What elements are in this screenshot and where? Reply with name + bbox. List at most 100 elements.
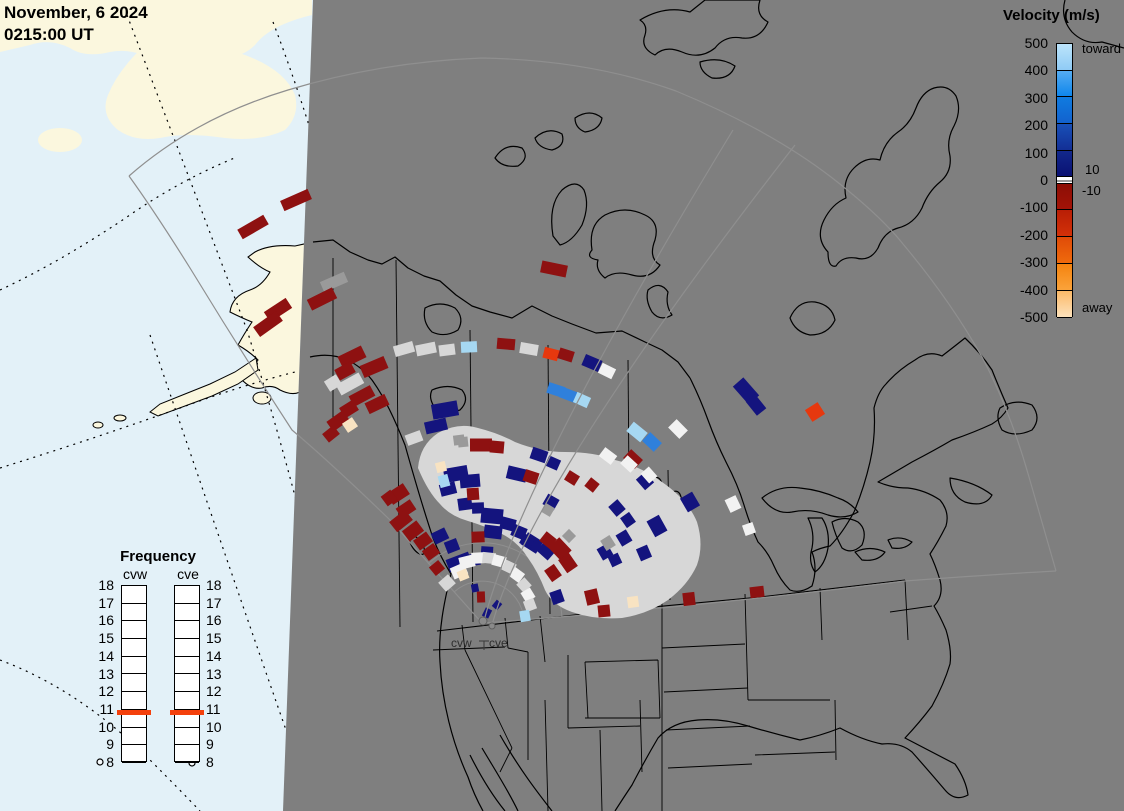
velocity-tick-label: -100 [1019, 199, 1048, 216]
radar-echo-cell [401, 520, 425, 542]
radar-echo-cell [237, 214, 269, 240]
radar-echo-cell [476, 591, 486, 603]
radar-echo-cell [423, 417, 449, 435]
frequency-segment [122, 728, 146, 746]
radar-echo-cell [626, 421, 648, 443]
fov-left-edge [128, 175, 483, 624]
date-label: November, 6 2024 [4, 3, 148, 22]
frequency-marker-cve [170, 710, 204, 716]
radar-echo-cell [564, 470, 580, 486]
frequency-segment [175, 586, 199, 604]
velocity-colorbar [1056, 43, 1073, 318]
radar-echo-cell [682, 591, 696, 607]
radar-cells-layer [237, 188, 826, 623]
radar-fov-boundary [128, 57, 1057, 624]
radar-echo-cell [508, 567, 526, 583]
radar-echo-cell [483, 524, 503, 540]
frequency-bar-cve [174, 585, 200, 763]
velocity-segment-toward [1057, 44, 1072, 71]
radar-echo-cell [572, 391, 592, 409]
frequency-tick-left: 15 [98, 630, 114, 647]
radar-echo-cell [529, 446, 549, 464]
radar-echo-cell [626, 595, 640, 609]
radar-echo-cell [481, 607, 493, 619]
frequency-tick-right: 14 [206, 647, 222, 664]
radar-echo-cell [522, 597, 538, 613]
velocity-legend-title: Velocity (m/s) [1003, 7, 1100, 24]
radar-echo-cell [413, 531, 433, 551]
frequency-tick-left: 9 [106, 736, 114, 753]
radar-echo-cell [460, 341, 478, 353]
fov-interior-lines [483, 129, 796, 626]
radar-echo-cell [583, 588, 601, 606]
radar-echo-cell [334, 361, 356, 381]
radar-echo-cell [646, 514, 668, 538]
radar-echo-cell [668, 419, 688, 439]
radar-echo-cell [724, 495, 742, 513]
radar-echo-cell [421, 543, 441, 561]
frequency-marker-cvw [117, 710, 151, 716]
radar-echo-cell [457, 436, 469, 448]
velocity-segment-away [1057, 291, 1072, 318]
radar-echo-cell [549, 588, 565, 606]
velocity-segment-toward [1057, 97, 1072, 125]
radar-echo-cell [380, 489, 398, 507]
radar-echo-cell [620, 511, 636, 529]
radar-label-cvw: cvw [451, 636, 472, 650]
radar-echo-cell [404, 430, 424, 446]
radar-echo-cell [364, 393, 390, 415]
frequency-segment [122, 586, 146, 604]
frequency-tick-left: 12 [98, 683, 114, 700]
radar-echo-cell [544, 563, 562, 583]
radar-echo-cell [280, 188, 312, 212]
frequency-segment [122, 604, 146, 622]
radar-echo-cell [540, 260, 568, 278]
radar-echo-cell [341, 417, 359, 433]
mid-upper-label: 10 [1085, 162, 1100, 177]
frequency-legend-title: Frequency [120, 548, 196, 565]
frequency-segment [175, 621, 199, 640]
frequency-segment [122, 621, 146, 640]
radar-echo-cell [597, 362, 617, 380]
radar-echo-cell [536, 541, 556, 561]
radar-echo-cell [522, 469, 540, 485]
frequency-segment [122, 675, 146, 693]
frequency-segment [175, 657, 199, 675]
alaska-peninsula [149, 357, 259, 417]
radar-echo-cell [438, 343, 456, 357]
velocity-segment-away [1057, 264, 1072, 292]
radar-echo-cell [456, 568, 470, 582]
velocity-tick-label: 100 [1024, 144, 1048, 161]
radar-echo-cell [496, 337, 516, 351]
chukotka-south-landmass [105, 42, 297, 140]
radar-echo-cell [469, 438, 493, 452]
radar-echo-cell [428, 559, 446, 577]
velocity-tick-label: 200 [1024, 117, 1048, 134]
radar-site-markers [478, 616, 496, 650]
velocity-segment-toward [1057, 70, 1072, 98]
velocity-segment-away [1057, 210, 1072, 238]
radar-echo-cell [608, 499, 626, 517]
radar-echo-cell [438, 574, 456, 592]
frequency-segment [175, 710, 199, 728]
velocity-segment-away [1057, 183, 1072, 211]
radar-echo-cell [749, 585, 765, 599]
frequency-tick-right: 15 [206, 630, 222, 647]
radar-echo-cell [348, 385, 376, 407]
radar-echo-cell [471, 502, 485, 514]
frequency-col-cvw-label: cvw [122, 566, 148, 582]
radar-echo-cell [470, 583, 480, 593]
radar-echo-cell [804, 402, 826, 422]
radar-echo-cell [430, 400, 460, 420]
radar-echo-cell [466, 487, 480, 501]
radar-echo-cell [519, 342, 539, 356]
velocity-tick-label: 0 [1040, 172, 1048, 188]
frequency-segment [175, 604, 199, 622]
frequency-segment [122, 692, 146, 710]
radar-echo-cell [499, 516, 517, 532]
radar-echo-cell [323, 374, 343, 392]
radar-echo-cell [745, 394, 767, 416]
frequency-col-cve-label: cve [177, 566, 199, 582]
radar-echo-cell [359, 355, 389, 379]
